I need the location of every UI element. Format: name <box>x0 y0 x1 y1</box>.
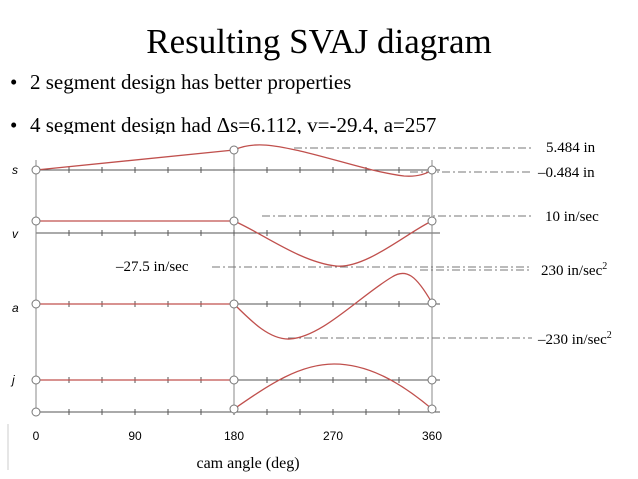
annotation-a-max-sup: 2 <box>602 261 607 272</box>
row-label-s: s <box>12 163 18 177</box>
bullet-2-text: 4 segment design had Δs=6.112, v=-29.4, … <box>30 113 437 134</box>
annotation-a-min-sup: 2 <box>607 330 612 341</box>
annotation-v-min: –27.5 in/sec <box>115 259 189 275</box>
curve-a <box>36 272 433 340</box>
node-marker <box>427 298 437 308</box>
node-marker <box>427 375 437 385</box>
node-marker <box>427 165 437 175</box>
slide-title: Resulting SVAJ diagram <box>146 22 492 61</box>
row-label-j: j <box>10 373 15 387</box>
annotation-v-max: 10 in/sec <box>545 209 599 225</box>
annotation-a-max-text: 230 in/sec <box>541 263 603 279</box>
annotation-s-min: –0.484 in <box>537 165 595 181</box>
bullet-1-text: 2 segment design has better properties <box>30 70 352 94</box>
x-axis-label: cam angle (deg) <box>196 455 299 472</box>
bullet-dot: • <box>10 70 18 94</box>
curve-s <box>35 144 433 177</box>
node-markers <box>31 145 437 417</box>
node-marker <box>427 404 437 414</box>
node-marker <box>31 165 41 175</box>
annotation-s-max: 5.484 in <box>546 140 596 156</box>
leader-lines <box>212 147 532 339</box>
curve-j <box>36 363 433 410</box>
x-tick-label: 90 <box>128 429 142 443</box>
node-marker <box>229 299 239 309</box>
bullet-2: • 4 segment design had Δs=6.112, v=-29.4,… <box>10 113 436 134</box>
node-marker <box>31 299 41 309</box>
bullet-1: • 2 segment design has better properties <box>10 70 351 95</box>
x-tick-label: 270 <box>323 429 343 443</box>
axes-group <box>7 150 440 470</box>
node-marker <box>31 375 41 385</box>
x-tick-label: 360 <box>422 429 442 443</box>
node-marker <box>427 216 437 226</box>
node-marker <box>229 216 239 226</box>
annotation-a-min: –230 in/sec2 <box>537 330 612 348</box>
row-label-v: v <box>12 227 19 241</box>
curve-v <box>36 220 433 267</box>
annotation-a-min-text: –230 in/sec <box>537 332 607 348</box>
node-marker <box>229 145 239 155</box>
x-tick-label: 0 <box>33 429 40 443</box>
bullet-dot: • <box>10 113 18 134</box>
annotation-a-max: 230 in/sec2 <box>541 261 607 279</box>
x-tick-label: 180 <box>224 429 244 443</box>
row-label-a: a <box>12 301 19 315</box>
curves <box>35 144 433 410</box>
node-marker <box>229 375 239 385</box>
node-marker <box>31 216 41 226</box>
node-marker <box>31 407 41 417</box>
node-marker <box>229 404 239 414</box>
